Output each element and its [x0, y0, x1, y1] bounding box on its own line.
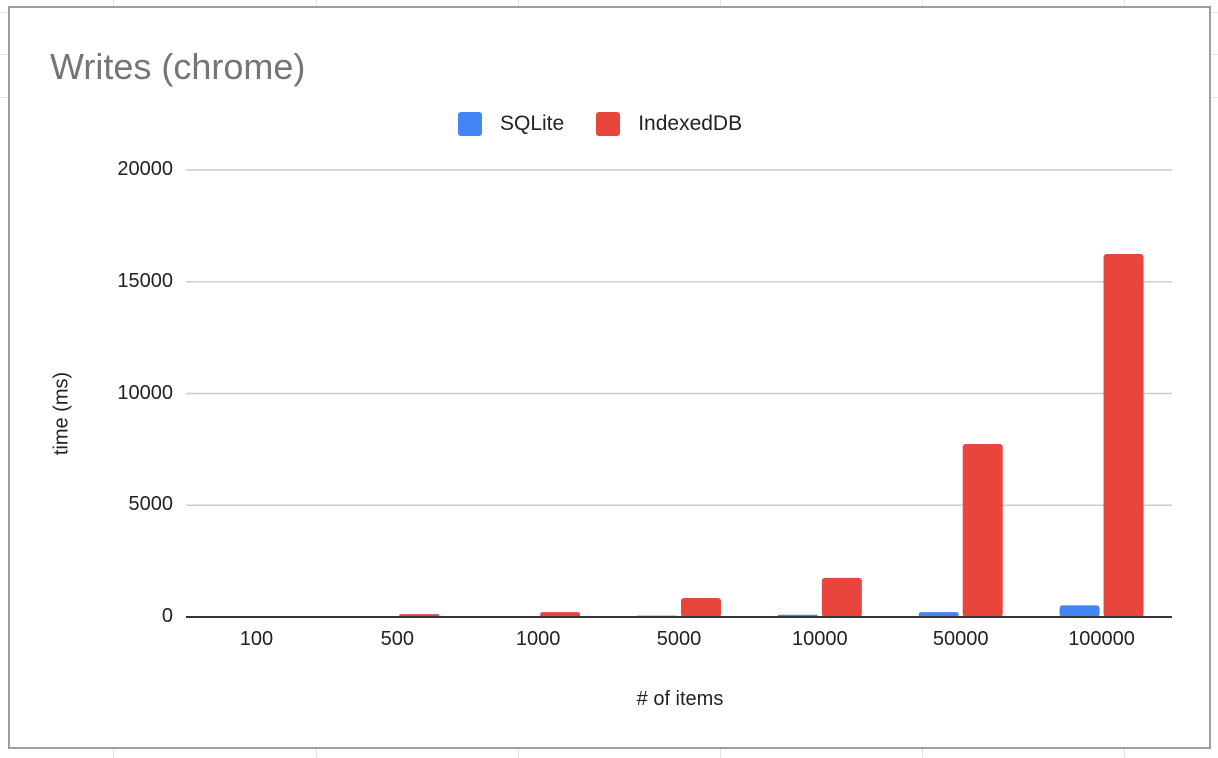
x-tick-label: 1000	[515, 628, 561, 650]
bar-indexeddb-5000[interactable]	[681, 598, 721, 617]
legend-swatch-indexeddb	[596, 112, 621, 136]
bar-indexeddb-1000[interactable]	[540, 612, 581, 617]
legend-swatch-sqlite	[458, 112, 482, 136]
legend-label: IndexedDB	[638, 112, 743, 135]
y-tick-label: 15000	[117, 269, 173, 292]
x-axis-title: # of items	[636, 688, 724, 710]
x-tick-label: 100000	[1068, 628, 1135, 650]
legend-label: SQLite	[500, 112, 565, 135]
legend-item-sqlite[interactable]: SQLite	[458, 112, 564, 136]
x-tick-label: 50000	[932, 628, 989, 650]
bar-indexeddb-100000[interactable]	[1103, 254, 1144, 617]
x-tick-label: 10000	[792, 628, 848, 650]
y-tick-label: 5000	[128, 493, 174, 516]
chart-legend: SQLite IndexedDB	[458, 112, 774, 136]
x-tick-label: 100	[239, 628, 274, 650]
chart-container[interactable]: Writes (chrome) SQLite IndexedDB time (m…	[8, 6, 1211, 749]
chart-title: Writes (chrome)	[50, 46, 306, 87]
bar-sqlite-100000[interactable]	[1059, 605, 1100, 617]
legend-item-indexeddb[interactable]: IndexedDB	[596, 112, 742, 136]
x-tick-label: 5000	[656, 628, 702, 650]
bar-indexeddb-50000[interactable]	[962, 444, 1003, 617]
bar-sqlite-50000[interactable]	[918, 612, 959, 617]
plot-area	[186, 169, 1172, 618]
y-tick-label: 0	[161, 605, 173, 627]
y-tick-label: 20000	[117, 158, 173, 180]
bar-indexeddb-10000[interactable]	[821, 577, 862, 617]
y-tick-label: 10000	[117, 381, 173, 404]
x-tick-label: 500	[380, 628, 414, 650]
